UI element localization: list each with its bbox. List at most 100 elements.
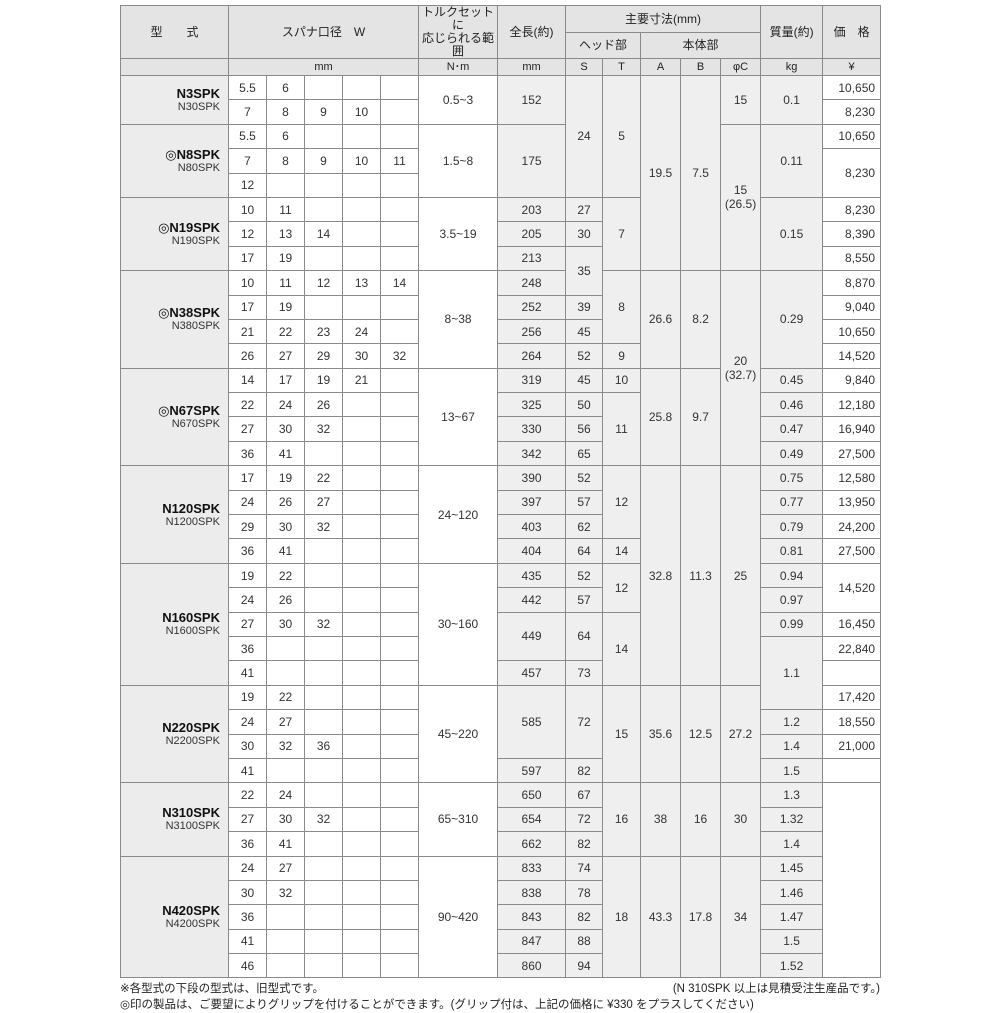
spanner-size-cell (342, 904, 381, 930)
spanner-size-cell: 7 (228, 148, 267, 174)
spanner-size-cell (379, 172, 420, 198)
length-cell: 662 (497, 831, 567, 857)
mass-cell: 0.79 (760, 514, 824, 540)
spanner-size-cell (342, 684, 381, 711)
mass-cell: 1.5 (760, 928, 824, 955)
spanner-size-cell: 27 (266, 709, 305, 735)
torque-range-cell: 3.5~19 (418, 196, 499, 272)
torque-range-cell: 65~310 (418, 782, 499, 857)
unit-t: T (602, 58, 642, 76)
note-old-model: ※各型式の下段の型式は、旧型式です。 (120, 983, 324, 996)
spanner-size-cell: 36 (228, 440, 267, 467)
spanner-size-cell: 19 (304, 367, 343, 394)
spanner-size-cell (266, 660, 305, 686)
header-torque-line2: 応じられる範囲 (422, 31, 495, 58)
spanner-size-cell (304, 562, 343, 589)
model-cell: N220SPK N2200SPK (120, 684, 229, 784)
unit-price: ¥ (822, 58, 882, 76)
unit-c: φC (720, 58, 762, 76)
spanner-size-cell (379, 757, 420, 784)
price-cell: 10,650 (822, 74, 882, 101)
spanner-size-cell (342, 635, 381, 662)
mass-cell: 1.4 (760, 831, 824, 857)
c-cell: 15 (720, 75, 762, 125)
t-cell: 16 (602, 782, 642, 857)
spanner-size-cell (304, 538, 343, 564)
table-row: N160SPK N1600SPK 19 22 30~160 435 52 12 0.94 14,5… (120, 562, 882, 686)
spanner-size-cell (379, 660, 420, 686)
mass-cell: 1.45 (760, 855, 824, 881)
spanner-size-cell (379, 782, 420, 808)
spanner-size-cell: 13 (266, 221, 305, 247)
spanner-size-cell: 24 (342, 318, 381, 345)
mass-cell: 1.47 (760, 904, 824, 930)
length-cell: 205 (497, 221, 567, 247)
spanner-size-cell (266, 757, 305, 784)
model-cell: N420SPK N4200SPK (120, 855, 229, 979)
spanner-size-cell (342, 757, 381, 784)
spanner-size-cell: 36 (228, 635, 267, 662)
a-cell: 25.8 (640, 367, 682, 467)
unit-a: A (640, 58, 682, 76)
length-cell: 650 (497, 782, 567, 808)
model-name: N310SPK (122, 805, 220, 820)
spanner-size-cell (342, 123, 381, 150)
spanner-size-cell (304, 879, 343, 906)
a-cell: 32.8 (640, 465, 682, 686)
t-cell: 11 (602, 392, 642, 467)
spanner-size-cell: 36 (304, 733, 343, 759)
spanner-size-cell: 26 (304, 392, 343, 418)
unit-w: mm (227, 58, 420, 76)
spanner-size-cell (342, 660, 381, 686)
t-cell: 12 (602, 465, 642, 540)
header-main-dims: 主要寸法(mm) (565, 5, 762, 33)
header-length: 全長(約) (497, 5, 567, 59)
price-cell: 10,650 (822, 318, 882, 345)
spanner-size-cell: 7 (228, 99, 267, 125)
spanner-size-cell: 27 (266, 855, 305, 881)
header-price: 価 格 (822, 5, 882, 59)
model-name-text: N38SPK (169, 305, 220, 321)
s-cell: 30 (565, 221, 604, 247)
spanner-size-cell: 30 (342, 343, 381, 369)
spanner-size-cell (304, 440, 343, 467)
s-cell: 82 (565, 831, 604, 857)
spanner-size-cell (379, 709, 420, 735)
table-row: 36 41 342 65 0.49 27,500 (121, 440, 882, 467)
spanner-size-cell (342, 416, 381, 442)
grip-mark: ◎ (158, 220, 170, 236)
table-row: 41 457 73 (121, 660, 882, 686)
s-cell: 45 (565, 367, 604, 394)
spanner-size-cell (379, 318, 420, 345)
spanner-size-cell: 27 (228, 416, 267, 442)
price-cell: 16,940 (822, 416, 882, 442)
price-cell: 12,180 (822, 392, 882, 418)
mass-cell: 1.1 (760, 635, 824, 711)
table-row: 17 19 252 39 9,040 (121, 294, 882, 320)
mass-cell: 1.52 (760, 953, 824, 979)
spanner-size-cell: 27 (228, 611, 267, 637)
mass-cell: 0.29 (760, 270, 824, 369)
spanner-size-cell: 41 (266, 440, 305, 467)
spanner-size-cell: 24 (228, 489, 267, 516)
table-row: 7 8 9 10 11 8,230 (121, 148, 882, 198)
price-cell: 27,500 (822, 440, 882, 467)
price-cell: 8,230 (822, 99, 882, 125)
spanner-size-cell: 27 (228, 806, 267, 833)
s-cell: 57 (565, 587, 604, 613)
spanner-size-cell (304, 855, 343, 881)
spanner-size-cell: 19 (266, 465, 305, 491)
model-cell: ◎N38SPK N380SPK (120, 270, 229, 369)
unit-s: S (565, 58, 604, 76)
a-cell: 43.3 (640, 855, 682, 979)
table-row: 36 41 662 82 1.4 (121, 831, 881, 857)
mass-cell: 0.46 (760, 392, 824, 418)
price-cell (822, 660, 882, 686)
torque-range-cell: 24~120 (418, 465, 499, 564)
table-row: 30 32 838 78 1.46 (121, 879, 881, 906)
t-cell: 14 (602, 538, 642, 564)
spanner-size-cell: 46 (228, 953, 267, 979)
old-model-name: N2200SPK (165, 735, 220, 748)
length-cell: 435 (497, 562, 567, 589)
grip-mark: ◎ (158, 402, 170, 418)
